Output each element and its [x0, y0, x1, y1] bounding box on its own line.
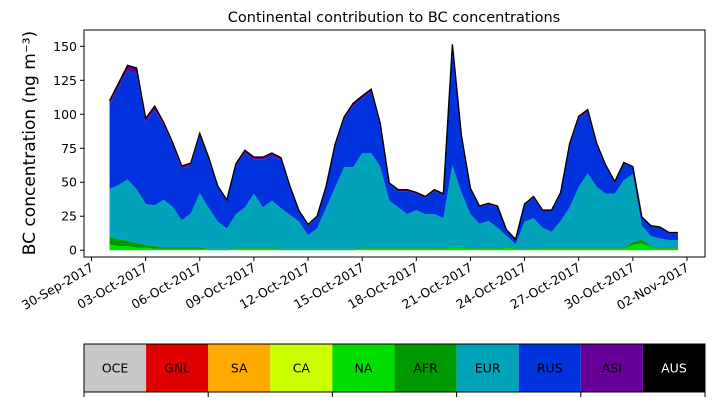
legend-label-na: NA — [354, 361, 372, 376]
legend-label-afr: AFR — [413, 361, 438, 376]
y-tick-label: 100 — [53, 107, 77, 122]
legend-swatch-na — [332, 344, 395, 392]
legend-label-oce: OCE — [102, 361, 129, 376]
legend-swatch-sa — [208, 344, 271, 392]
legend-label-asi: ASI — [602, 361, 622, 376]
legend-label-aus: AUS — [661, 361, 687, 376]
legend-swatch-eur — [456, 344, 519, 392]
y-tick-label: 75 — [61, 141, 77, 156]
y-axis-label: BC concentration (ng m⁻³) — [20, 31, 40, 255]
plot-area: 025507510012515030-Sep-201703-Oct-201706… — [19, 29, 706, 313]
legend-swatch-afr — [394, 344, 457, 392]
area-series-rus — [109, 52, 678, 245]
legend-label-gnl: GNL — [164, 361, 190, 376]
y-tick-label: 50 — [61, 175, 77, 190]
total-line — [108, 44, 678, 241]
y-tick-label: 0 — [69, 243, 77, 258]
y-tick-label: 25 — [61, 209, 77, 224]
legend-swatch-gnl — [146, 344, 209, 392]
legend-frame — [83, 343, 706, 393]
legend-swatch-asi — [580, 344, 643, 392]
legend: OCE GNL SA CA NA AFR EUR RUS ASI AUS — [83, 343, 706, 397]
legend-swatch-ca — [270, 344, 333, 392]
legend-label-ca: CA — [293, 361, 311, 376]
legend-swatch-rus — [518, 344, 581, 392]
legend-label-sa: SA — [231, 361, 248, 376]
legend-swatch-oce — [84, 344, 147, 392]
y-tick-label: 150 — [53, 39, 77, 54]
legend-swatch-aus — [642, 344, 705, 392]
legend-label-eur: EUR — [475, 361, 501, 376]
area-series-eur — [109, 153, 678, 249]
chart-title: Continental contribution to BC concentra… — [228, 10, 560, 26]
y-tick-label: 125 — [53, 73, 77, 88]
plot-frame — [83, 29, 706, 258]
area-series-afr — [109, 236, 678, 250]
legend-label-rus: RUS — [537, 361, 563, 376]
